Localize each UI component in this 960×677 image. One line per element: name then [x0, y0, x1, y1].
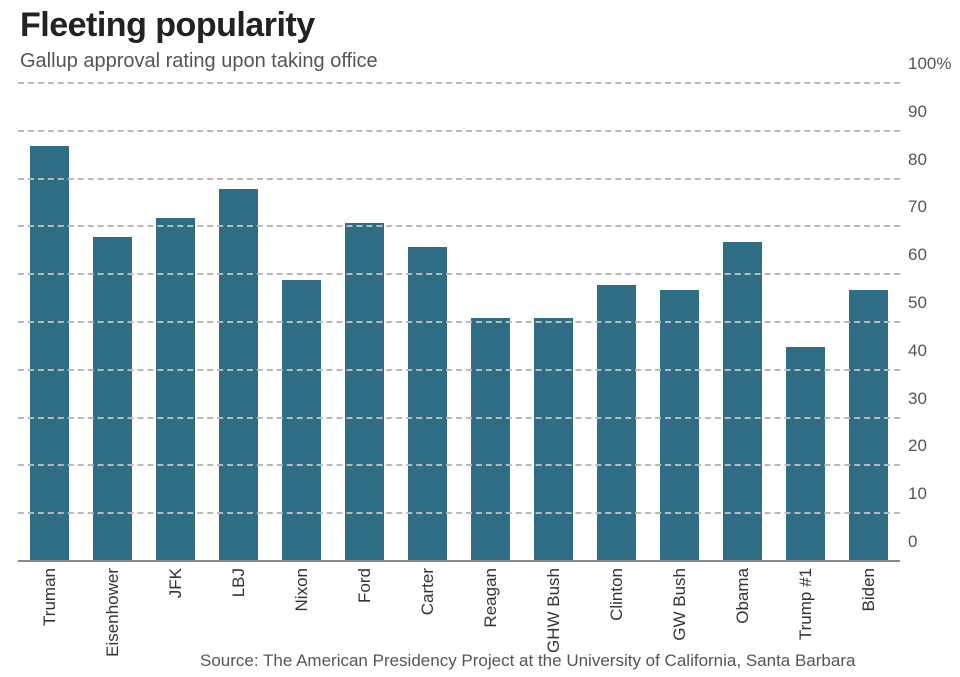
gridline	[18, 225, 900, 227]
x-tick-label: Reagan	[481, 568, 501, 628]
x-tick-label: Carter	[418, 568, 438, 615]
chart-subtitle: Gallup approval rating upon taking offic…	[20, 50, 378, 73]
bar-slot	[81, 84, 144, 562]
chart-source: Source: The American Presidency Project …	[200, 651, 855, 671]
bar	[156, 218, 195, 562]
gridline	[18, 273, 900, 275]
y-tick-label: 90	[908, 102, 927, 122]
gridline	[18, 512, 900, 514]
gridline	[18, 130, 900, 132]
gridline	[18, 464, 900, 466]
plot-area: 0102030405060708090100%	[18, 84, 900, 562]
y-tick-label: 70	[908, 197, 927, 217]
bar	[849, 290, 888, 562]
y-tick-label: 30	[908, 389, 927, 409]
bar-slot	[585, 84, 648, 562]
gridline	[18, 82, 900, 84]
x-tick-label: Clinton	[607, 568, 627, 621]
gridline	[18, 321, 900, 323]
bar	[30, 146, 69, 562]
x-tick-label: GHW Bush	[544, 568, 564, 653]
bar	[219, 189, 258, 562]
chart-title: Fleeting popularity	[20, 6, 315, 45]
gridline	[18, 178, 900, 180]
x-tick-label: Eisenhower	[103, 568, 123, 657]
x-tick-label: Obama	[733, 568, 753, 624]
x-label-slot: Eisenhower	[81, 562, 144, 677]
bars-group	[18, 84, 900, 562]
bar-slot	[396, 84, 459, 562]
bar	[471, 318, 510, 562]
chart-container: { "title": { "text": "Fleeting popularit…	[0, 0, 960, 677]
x-tick-label: LBJ	[229, 568, 249, 597]
bar-slot	[648, 84, 711, 562]
x-tick-label: Nixon	[292, 568, 312, 611]
bar-slot	[18, 84, 81, 562]
bar-slot	[522, 84, 585, 562]
bar	[660, 290, 699, 562]
x-tick-label: JFK	[166, 568, 186, 598]
x-tick-label: Truman	[40, 568, 60, 626]
bar-slot	[144, 84, 207, 562]
x-tick-label: Trump #1	[796, 568, 816, 640]
bar-slot	[837, 84, 900, 562]
x-tick-label: GW Bush	[670, 568, 690, 641]
y-tick-label: 0	[908, 532, 917, 552]
gridline	[18, 417, 900, 419]
bar-slot	[270, 84, 333, 562]
y-tick-label: 10	[908, 484, 927, 504]
bar	[534, 318, 573, 562]
bar-slot	[333, 84, 396, 562]
x-label-slot: Truman	[18, 562, 81, 677]
y-tick-label: 20	[908, 436, 927, 456]
y-tick-label: 40	[908, 341, 927, 361]
bar-slot	[459, 84, 522, 562]
bar-slot	[711, 84, 774, 562]
bar	[786, 347, 825, 562]
x-label-slot: JFK	[144, 562, 207, 677]
bar	[408, 247, 447, 562]
x-tick-label: Ford	[355, 568, 375, 603]
y-tick-label: 60	[908, 245, 927, 265]
y-tick-label: 100%	[908, 54, 951, 74]
bar-slot	[774, 84, 837, 562]
bar-slot	[207, 84, 270, 562]
bar	[597, 285, 636, 562]
x-tick-label: Biden	[859, 568, 879, 611]
y-tick-label: 50	[908, 293, 927, 313]
gridline	[18, 369, 900, 371]
y-tick-label: 80	[908, 150, 927, 170]
